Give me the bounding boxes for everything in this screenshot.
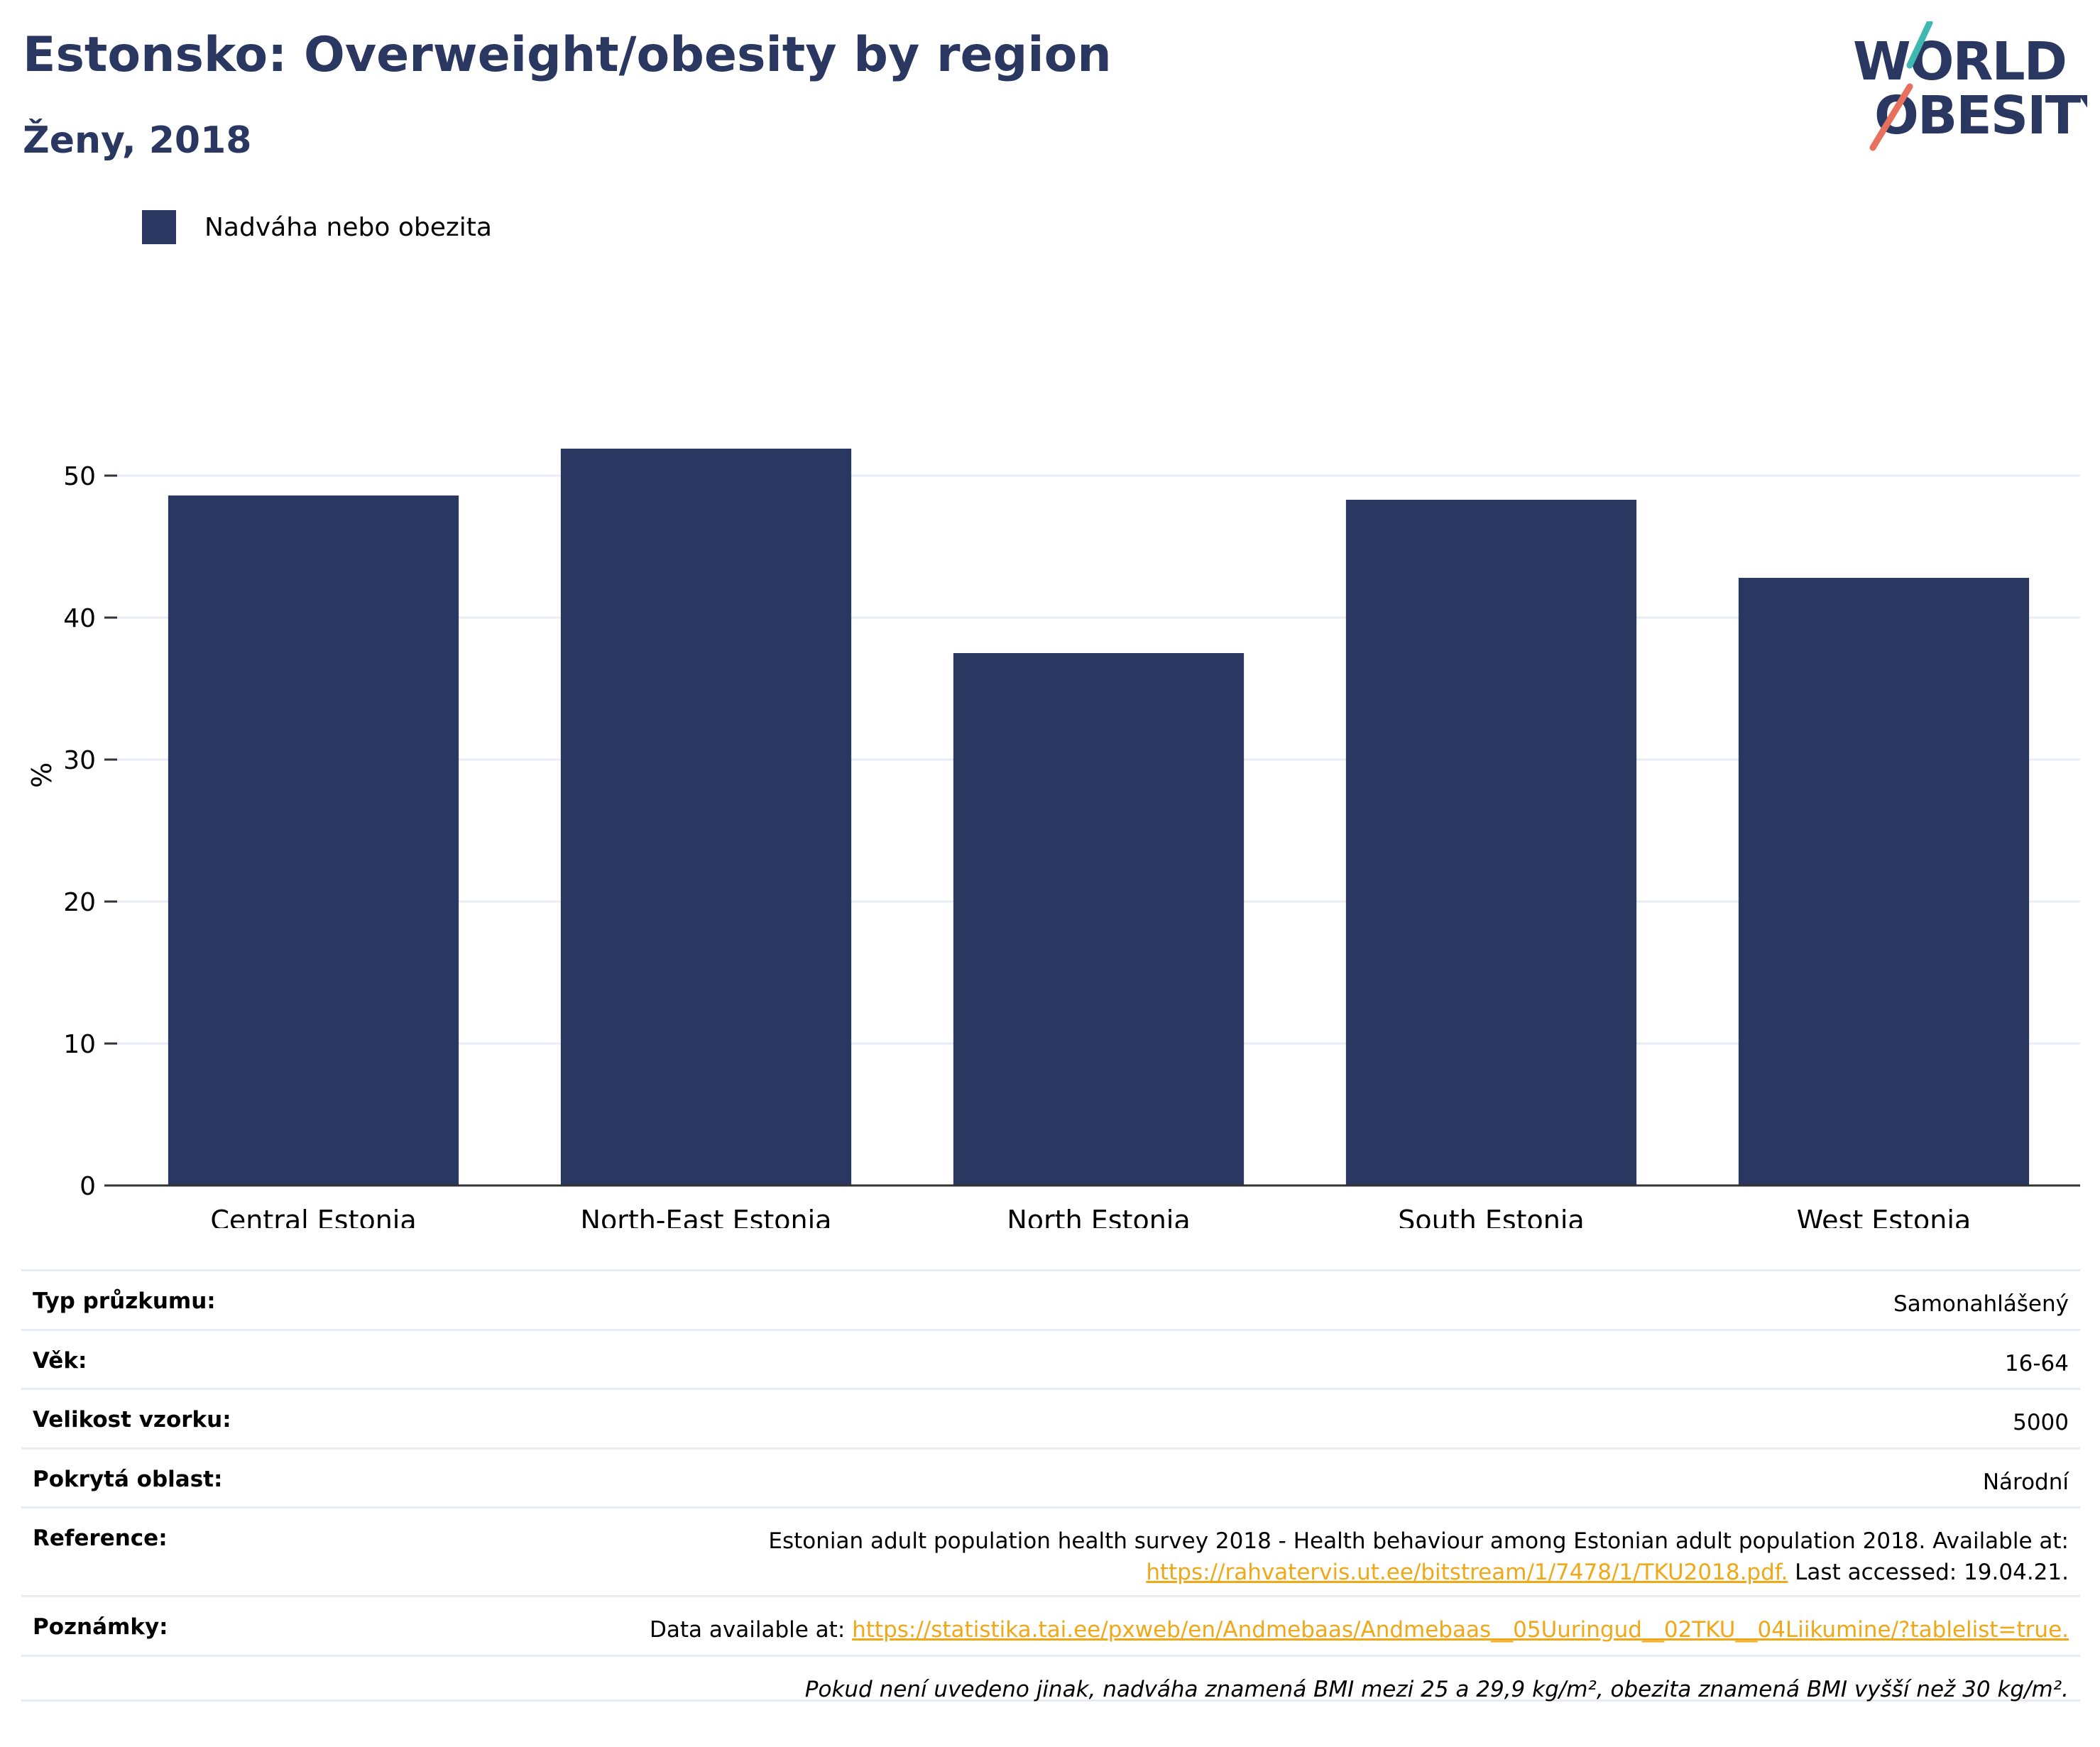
legend-label: Nadváha nebo obezita bbox=[204, 212, 492, 242]
info-label: Velikost vzorku: bbox=[33, 1407, 231, 1433]
y-tick-label: 50 bbox=[63, 462, 96, 491]
axes: 0 10 20 30 40 50 Central Estonia North-East Est… bbox=[63, 462, 2080, 1228]
y-axis-label: % bbox=[26, 762, 58, 788]
bar[interactable] bbox=[1345, 500, 1637, 1185]
y-tick-label: 0 bbox=[80, 1172, 96, 1201]
info-label: Typ průzkumu: bbox=[33, 1288, 216, 1314]
info-row-footnote: Pokud není uvedeno jinak, nadváha znamen… bbox=[21, 1655, 2080, 1702]
logo-slash-top bbox=[1906, 21, 1933, 69]
bar[interactable] bbox=[168, 495, 459, 1185]
x-tick-label: South Estonia bbox=[1398, 1205, 1584, 1228]
bar[interactable] bbox=[953, 653, 1245, 1185]
logo-line-1: WORLD bbox=[1853, 31, 2066, 92]
x-tick-label: Central Estonia bbox=[210, 1205, 416, 1228]
footnote: Pokud není uvedeno jinak, nadváha znamen… bbox=[804, 1677, 2069, 1702]
bar[interactable] bbox=[1738, 578, 2030, 1185]
bar-chart: 0 10 20 30 40 50 Central Estonia North-East Est… bbox=[26, 449, 2080, 1228]
y-tick-label: 30 bbox=[63, 746, 96, 775]
info-value: Samonahlášený bbox=[1893, 1291, 2069, 1317]
bars bbox=[168, 449, 2030, 1185]
x-tick-label: North Estonia bbox=[1007, 1205, 1190, 1228]
x-tick-label: West Estonia bbox=[1797, 1205, 1971, 1228]
reference-accessed: Last accessed: 19.04.21. bbox=[1788, 1560, 2069, 1585]
reference-link[interactable]: https://rahvatervis.ut.ee/bitstream/1/74… bbox=[1146, 1560, 1788, 1585]
y-tick-label: 20 bbox=[63, 888, 96, 917]
chart-subtitle: Ženy, 2018 bbox=[23, 119, 252, 162]
y-tick-label: 10 bbox=[63, 1030, 96, 1059]
logo-line-2: OBESITY bbox=[1874, 85, 2087, 146]
info-row-reference: Reference: Estonian adult population hea… bbox=[21, 1506, 2080, 1595]
info-row-sample-size: Velikost vzorku: 5000 bbox=[21, 1388, 2080, 1447]
chart-title: Estonsko: Overweight/obesity by region bbox=[23, 27, 1112, 83]
info-label: Poznámky: bbox=[33, 1614, 168, 1640]
reference-text: Estonian adult population health survey … bbox=[768, 1528, 2069, 1554]
notes-link[interactable]: https://statistika.tai.ee/pxweb/en/Andme… bbox=[852, 1617, 2069, 1643]
info-row-notes: Poznámky: Data available at: https://sta… bbox=[21, 1595, 2080, 1655]
logo-slash-bottom bbox=[1869, 83, 1913, 151]
y-tick-label: 40 bbox=[63, 604, 96, 633]
notes-value: Data available at: https://statistika.ta… bbox=[650, 1614, 2069, 1645]
info-label: Věk: bbox=[33, 1348, 87, 1374]
info-row-survey-type: Typ průzkumu: Samonahlášený bbox=[21, 1269, 2080, 1329]
legend-swatch bbox=[142, 210, 176, 244]
info-label: Pokrytá oblast: bbox=[33, 1467, 223, 1492]
chart-legend: Nadváha nebo obezita bbox=[142, 210, 492, 244]
x-tick-label: North-East Estonia bbox=[581, 1205, 832, 1228]
reference-value: Estonian adult population health survey … bbox=[768, 1526, 2069, 1588]
notes-prefix: Data available at: bbox=[650, 1617, 853, 1643]
info-value: 5000 bbox=[2013, 1410, 2069, 1435]
info-value: 16-64 bbox=[2004, 1351, 2069, 1376]
info-row-age: Věk: 16-64 bbox=[21, 1329, 2080, 1388]
info-label: Reference: bbox=[33, 1526, 168, 1551]
survey-info-table: Typ průzkumu: Samonahlášený Věk: 16-64 V… bbox=[21, 1269, 2080, 1702]
world-obesity-logo: WORLD OBESITY bbox=[1853, 21, 2087, 151]
bar[interactable] bbox=[560, 449, 852, 1185]
info-value: Národní bbox=[1982, 1469, 2069, 1495]
info-row-area: Pokrytá oblast: Národní bbox=[21, 1447, 2080, 1506]
